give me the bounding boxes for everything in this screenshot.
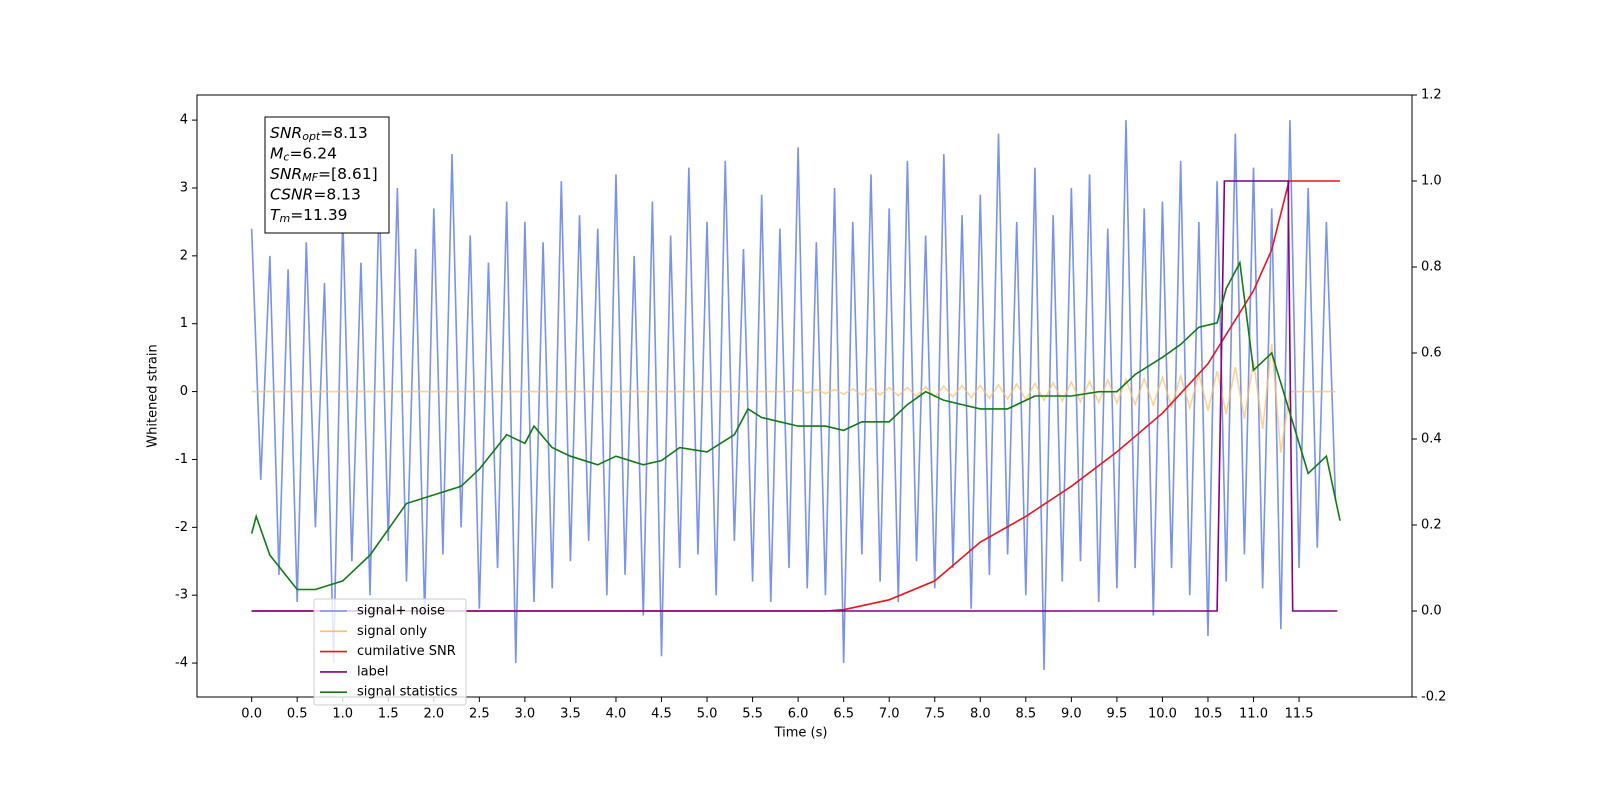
x-tick-label: 8.0 [970,707,991,722]
annotation: CSNR=8.13 [270,185,361,203]
series-line [251,180,1338,612]
series-line [251,180,1341,612]
annotation-box [264,116,390,234]
annotation-subscript: MF [302,171,318,184]
x-tick-label: 5.5 [742,707,763,722]
y-tick-label: 1 [180,316,188,331]
legend-label: cumilative SNR [357,644,456,659]
series-line [251,343,1336,453]
legend-label: signal statistics [357,685,458,700]
annotation-value: =11.39 [290,206,347,224]
y-axis-label: Whitened strain [146,344,161,447]
x-tick-label: 6.5 [833,707,854,722]
series-line [250,260,1341,591]
annotation-value: =8.13 [320,124,368,142]
x-tick-label: 0.0 [241,707,262,722]
x-tick-label: 3.0 [515,707,536,722]
y2-tick-label: -0.2 [1421,690,1446,705]
y2-tick-label: 0.6 [1421,346,1442,361]
annotation-subscript: opt [302,130,321,143]
y2-tick-label: 1.2 [1421,88,1442,103]
x-tick-label: 5.0 [697,707,718,722]
series-line [250,120,1337,670]
x-tick-label: 1.5 [378,707,399,722]
legend-label: label [357,664,388,679]
annotation-subscript: c [283,151,289,164]
y2-tick-label: 0.2 [1421,518,1442,533]
x-tick-label: 11.5 [1285,707,1314,722]
y-tick-label: 2 [180,248,188,263]
plot-frame [196,94,1413,698]
annotation: Tm=11.39 [270,206,348,226]
x-tick-label: 1.0 [332,707,353,722]
annotation: SNRMF=[8.61] [270,165,378,185]
y-tick-label: 0 [180,384,188,399]
y-tick-label: 3 [180,180,188,195]
legend-label: signal+ noise [357,604,445,619]
x-tick-label: 2.5 [469,707,490,722]
annotation-value: =8.13 [313,185,361,203]
x-tick-label: 9.0 [1061,707,1082,722]
x-tick-label: 2.0 [423,707,444,722]
x-tick-label: 6.0 [788,707,809,722]
x-tick-label: 10.0 [1148,707,1177,722]
annotation-symbol: CSNR [270,185,313,203]
annotation-value: =[8.61] [318,165,378,183]
x-axis-label: Time (s) [774,726,828,741]
y-tick-label: -2 [175,520,188,535]
annotation-symbol: M [270,144,283,162]
x-tick-label: 10.5 [1194,707,1223,722]
y2-tick-label: 0.8 [1421,260,1442,275]
y2-tick-label: 1.0 [1421,174,1442,189]
annotation: SNRopt=8.13 [270,124,368,144]
legend-box [313,598,467,706]
x-tick-label: 3.5 [560,707,581,722]
y-tick-label: -4 [175,656,188,671]
y-tick-label: -1 [175,452,188,467]
x-tick-label: 11.0 [1239,707,1268,722]
annotation: Mc=6.24 [270,144,337,164]
x-tick-label: 0.5 [287,707,308,722]
x-tick-label: 4.0 [606,707,627,722]
legend-label: signal only [357,624,427,639]
y2-tick-label: 0.0 [1421,604,1442,619]
annotation-symbol: SNR [270,124,302,142]
x-tick-label: 7.0 [879,707,900,722]
annotation-subscript: m [279,212,290,225]
annotation-symbol: SNR [270,165,302,183]
y-tick-label: -3 [175,588,188,603]
x-tick-label: 4.5 [651,707,672,722]
y2-tick-label: 0.4 [1421,432,1442,447]
x-tick-label: 8.5 [1015,707,1036,722]
annotation-symbol: T [270,206,281,224]
annotation-value: =6.24 [289,144,337,162]
y-tick-label: 4 [180,113,188,128]
x-tick-label: 9.5 [1107,707,1128,722]
x-tick-label: 7.5 [924,707,945,722]
